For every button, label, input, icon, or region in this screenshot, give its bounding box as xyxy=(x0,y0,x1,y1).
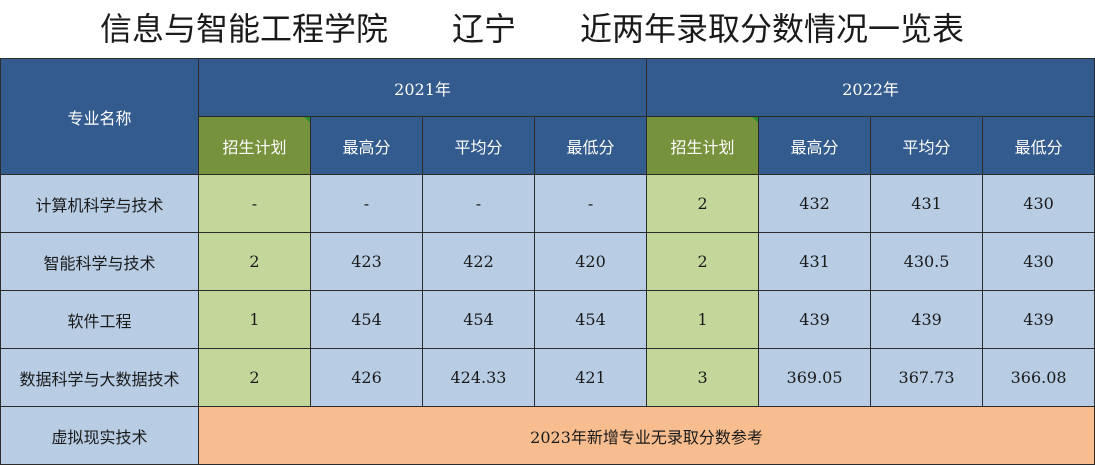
max-score-cell: 426 xyxy=(310,348,423,407)
avg-score-cell: 439 xyxy=(870,290,984,349)
col-header-max-2021: 最高分 xyxy=(310,116,423,175)
table-row: 软件工程 1 454 454 454 1 439 439 439 xyxy=(0,290,1095,349)
major-name-cell: 智能科学与技术 xyxy=(0,232,199,291)
max-score-cell: 423 xyxy=(310,232,423,291)
col-header-max-2022: 最高分 xyxy=(758,116,872,175)
min-score-cell: 420 xyxy=(533,232,648,291)
no-score-note: 2023年新增专业无录取分数参考 xyxy=(197,406,1095,465)
min-score-cell: 454 xyxy=(533,290,648,349)
min-score-cell: 430 xyxy=(982,174,1095,233)
year-2021-header: 2021年 xyxy=(197,58,648,117)
table-row: 数据科学与大数据技术 2 426 424.33 421 3 369.05 367… xyxy=(0,348,1095,407)
max-score-cell: 439 xyxy=(758,290,872,349)
min-score-cell: 421 xyxy=(533,348,648,407)
admission-score-table: 专业名称 2021年 2022年 招生计划 最高分 平均分 最低分 招生计划 最… xyxy=(0,58,1095,465)
min-score-cell: 430 xyxy=(982,232,1095,291)
min-score-cell: 439 xyxy=(982,290,1095,349)
max-score-cell: 369.05 xyxy=(758,348,872,407)
year-2022-header: 2022年 xyxy=(646,58,1095,117)
plan-cell: - xyxy=(198,174,311,233)
plan-cell: 2 xyxy=(198,232,311,291)
avg-score-cell: 367.73 xyxy=(870,348,984,407)
major-name-cell: 数据科学与大数据技术 xyxy=(0,348,199,407)
min-score-cell: 366.08 xyxy=(982,348,1095,407)
avg-score-cell: 430.5 xyxy=(870,232,984,291)
col-header-plan-2021: 招生计划 xyxy=(198,116,311,175)
plan-cell: 2 xyxy=(646,174,760,233)
avg-score-cell: - xyxy=(422,174,535,233)
plan-cell: 2 xyxy=(198,348,311,407)
plan-cell: 3 xyxy=(646,348,760,407)
col-header-avg-2021: 平均分 xyxy=(422,116,535,175)
table-row: 智能科学与技术 2 423 422 420 2 431 430.5 430 xyxy=(0,232,1095,291)
min-score-cell: - xyxy=(533,174,648,233)
avg-score-cell: 431 xyxy=(870,174,984,233)
max-score-cell: 432 xyxy=(758,174,872,233)
major-name-cell: 虚拟现实技术 xyxy=(0,406,199,465)
plan-cell: 1 xyxy=(198,290,311,349)
col-header-plan-2022: 招生计划 xyxy=(646,116,760,175)
plan-cell: 1 xyxy=(646,290,760,349)
major-name-cell: 计算机科学与技术 xyxy=(0,174,199,233)
table-row-new-major: 虚拟现实技术 2023年新增专业无录取分数参考 xyxy=(0,406,1095,465)
max-score-cell: - xyxy=(310,174,423,233)
col-header-avg-2022: 平均分 xyxy=(870,116,984,175)
avg-score-cell: 454 xyxy=(422,290,535,349)
table-row: 计算机科学与技术 - - - - 2 432 431 430 xyxy=(0,174,1095,233)
avg-score-cell: 422 xyxy=(422,232,535,291)
max-score-cell: 431 xyxy=(758,232,872,291)
page-title: 信息与智能工程学院 辽宁 近两年录取分数情况一览表 xyxy=(100,10,965,48)
max-score-cell: 454 xyxy=(310,290,423,349)
major-name-cell: 软件工程 xyxy=(0,290,199,349)
avg-score-cell: 424.33 xyxy=(422,348,535,407)
major-name-header: 专业名称 xyxy=(0,58,199,175)
col-header-min-2021: 最低分 xyxy=(533,116,648,175)
plan-cell: 2 xyxy=(646,232,760,291)
col-header-min-2022: 最低分 xyxy=(982,116,1095,175)
